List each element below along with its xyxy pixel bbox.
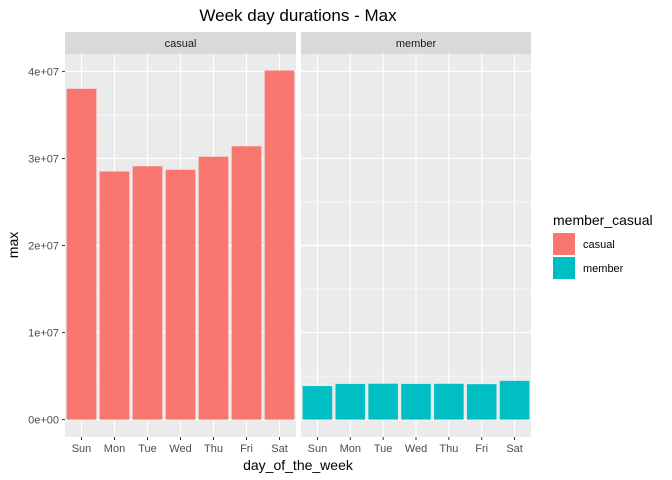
y-tick-label: 1e+07 xyxy=(28,328,59,340)
x-tick-label: Sun xyxy=(308,443,328,455)
x-tick-label: Thu xyxy=(204,443,223,455)
y-axis: 0e+00 1e+07 2e+07 3e+07 4e+07 xyxy=(28,66,65,427)
strip-casual xyxy=(65,32,296,54)
bar-member-thu xyxy=(434,383,464,420)
y-tick-label: 0e+00 xyxy=(28,415,59,427)
facet-member: member xyxy=(301,32,531,437)
x-axis: Sun Mon Tue Wed Thu Fri Sat Sun Mon Tue Wed Thu Fri S… xyxy=(72,437,523,455)
bar-member-sun xyxy=(302,386,333,420)
bar-casual-thu xyxy=(198,156,229,420)
x-tick-label: Thu xyxy=(439,443,458,455)
x-tick-label: Mon xyxy=(104,443,125,455)
bar-member-mon xyxy=(335,383,366,420)
y-tick-label: 2e+07 xyxy=(28,241,59,253)
x-axis-title: day_of_the_week xyxy=(243,457,354,473)
y-tick-label: 3e+07 xyxy=(28,153,59,165)
x-tick-label: Sun xyxy=(72,443,92,455)
x-tick-label: Wed xyxy=(169,443,191,455)
bar-casual-sun xyxy=(66,88,97,420)
legend-label-casual: casual xyxy=(583,239,615,251)
legend-label-member: member xyxy=(583,263,624,275)
x-tick-label: Sat xyxy=(506,443,523,455)
chart-title: Week day durations - Max xyxy=(199,6,397,25)
bars-casual xyxy=(66,70,295,420)
bars-member xyxy=(302,380,530,420)
y-tick-label: 4e+07 xyxy=(28,66,59,78)
legend-key-casual xyxy=(553,233,575,255)
x-tick-label: Fri xyxy=(240,443,253,455)
strip-label-member: member xyxy=(396,38,437,50)
bar-member-fri xyxy=(466,384,497,420)
legend-title: member_casual xyxy=(553,212,653,228)
strip-member xyxy=(301,32,531,54)
bar-casual-wed xyxy=(165,169,196,420)
x-tick-label: Fri xyxy=(475,443,488,455)
x-tick-label: Tue xyxy=(374,443,393,455)
x-tick-label: Tue xyxy=(138,443,157,455)
bar-member-sat xyxy=(499,380,530,420)
legend: member_casual casual member xyxy=(553,212,653,279)
bar-casual-tue xyxy=(132,166,163,420)
strip-label-casual: casual xyxy=(165,38,197,50)
x-tick-label: Wed xyxy=(405,443,427,455)
facet-casual: casual xyxy=(65,32,296,437)
bar-member-wed xyxy=(401,383,431,420)
x-tick-label: Mon xyxy=(340,443,361,455)
bar-casual-sat xyxy=(264,70,295,420)
x-tick-label: Sat xyxy=(271,443,288,455)
y-axis-title: max xyxy=(5,232,21,258)
legend-key-member xyxy=(553,257,575,279)
bar-casual-mon xyxy=(99,171,130,420)
bar-casual-fri xyxy=(231,146,262,420)
bar-member-tue xyxy=(368,383,398,420)
